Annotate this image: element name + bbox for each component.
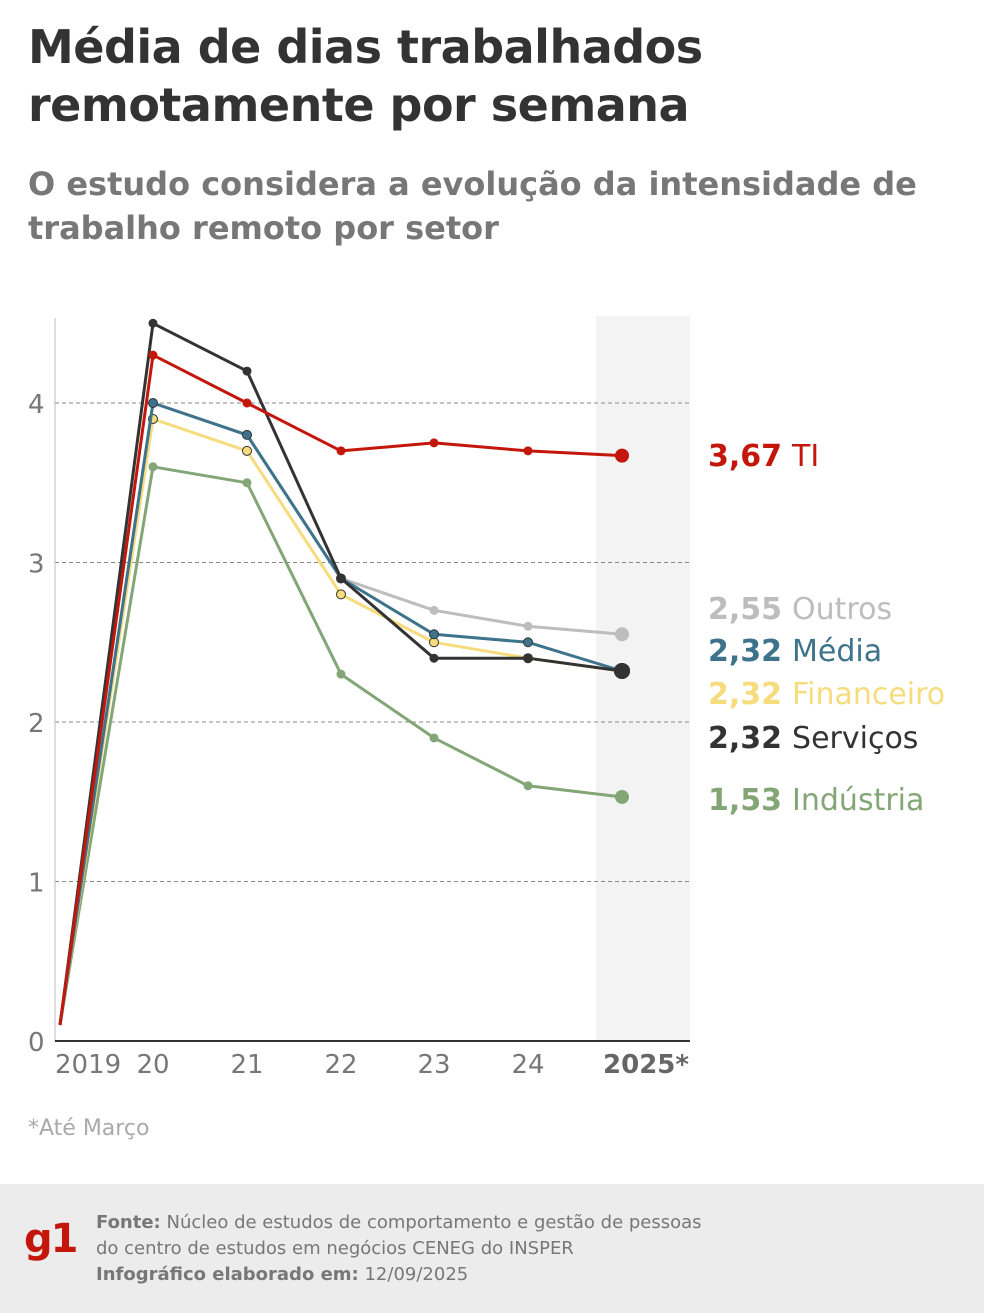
series-line-media bbox=[58, 401, 623, 1026]
data-point-outros bbox=[523, 621, 533, 631]
series-line-industria bbox=[58, 465, 623, 1026]
source-label: Fonte: bbox=[96, 1212, 161, 1233]
g1-logo: g1 bbox=[24, 1216, 78, 1262]
series-value-ti: 3,67 bbox=[708, 439, 782, 474]
series-value-servicos: 2,32 bbox=[708, 721, 782, 756]
data-point-media bbox=[523, 637, 533, 648]
series-name-media: Média bbox=[792, 634, 882, 669]
data-point-servicos bbox=[614, 662, 630, 679]
data-point-ti bbox=[336, 446, 346, 456]
data-point-ti bbox=[523, 446, 533, 456]
data-point-media bbox=[242, 429, 252, 440]
series-value-media: 2,32 bbox=[708, 634, 782, 669]
series-value-financeiro: 2,32 bbox=[708, 677, 782, 712]
y-tick-label: 3 bbox=[28, 550, 45, 580]
series-name-servicos: Serviços bbox=[792, 721, 918, 756]
data-point-servicos bbox=[242, 366, 252, 376]
footnote: *Até Março bbox=[28, 1116, 150, 1141]
series-label-media: 2,32 Média bbox=[708, 634, 882, 669]
x-tick-label: 24 bbox=[511, 1050, 544, 1080]
date-value: 12/09/2025 bbox=[364, 1264, 469, 1285]
x-tick-label: 2025* bbox=[603, 1050, 689, 1080]
data-point-industria bbox=[615, 789, 629, 804]
data-point-industria bbox=[336, 669, 346, 679]
footer: g1 Fonte: Núcleo de estudos de comportam… bbox=[0, 1184, 984, 1313]
x-tick-label: 23 bbox=[417, 1050, 450, 1080]
data-point-outros bbox=[615, 627, 629, 642]
data-point-ti bbox=[429, 438, 439, 448]
series-label-outros: 2,55 Outros bbox=[708, 592, 892, 627]
x-tick-label: 20 bbox=[136, 1050, 169, 1080]
series-value-industria: 1,53 bbox=[708, 783, 782, 818]
date-label: Infográfico elaborado em: bbox=[96, 1264, 359, 1285]
chart-subtitle: O estudo considera a evolução da intensi… bbox=[28, 165, 917, 247]
highlight-band bbox=[596, 316, 690, 1041]
data-point-industria bbox=[148, 462, 158, 472]
data-point-industria bbox=[242, 478, 252, 488]
source-text-line2: do centro de estudos em negócios CENEG d… bbox=[96, 1238, 574, 1259]
series-name-industria: Indústria bbox=[792, 783, 924, 818]
series-label-financeiro: 2,32 Financeiro bbox=[708, 677, 945, 712]
source-text-line1: Núcleo de estudos de comportamento e ges… bbox=[166, 1212, 702, 1233]
data-point-industria bbox=[523, 781, 533, 791]
series-label-industria: 1,53 Indústria bbox=[708, 783, 924, 818]
y-tick-label: 2 bbox=[28, 709, 45, 739]
series-line-outros bbox=[58, 401, 623, 1026]
data-point-media bbox=[429, 629, 439, 640]
x-tick-label: 22 bbox=[324, 1050, 357, 1080]
data-point-ti bbox=[242, 398, 252, 408]
data-point-industria bbox=[429, 733, 439, 743]
data-point-servicos bbox=[429, 653, 439, 663]
data-point-media bbox=[148, 398, 158, 408]
y-tick-label: 0 bbox=[28, 1028, 45, 1058]
data-point-servicos bbox=[148, 318, 158, 328]
data-point-outros bbox=[429, 605, 439, 615]
series-name-outros: Outros bbox=[792, 592, 892, 627]
data-point-ti bbox=[615, 448, 629, 463]
series-label-servicos: 2,32 Serviços bbox=[708, 721, 918, 756]
y-tick-label: 4 bbox=[28, 390, 45, 420]
x-tick-label: 2019 bbox=[55, 1050, 121, 1080]
series-label-ti: 3,67 TI bbox=[708, 439, 819, 474]
x-tick-label: 21 bbox=[230, 1050, 263, 1080]
chart-title: Média de dias trabalhados remotamente po… bbox=[28, 20, 703, 132]
data-point-servicos bbox=[523, 653, 533, 663]
data-point-ti bbox=[148, 350, 158, 360]
y-tick-label: 1 bbox=[28, 869, 45, 899]
series-name-ti: TI bbox=[791, 439, 819, 474]
source-block: Fonte: Núcleo de estudos de comportament… bbox=[96, 1210, 956, 1288]
series-name-financeiro: Financeiro bbox=[792, 677, 945, 712]
data-point-financeiro bbox=[336, 589, 346, 600]
data-point-servicos bbox=[336, 573, 346, 583]
series-value-outros: 2,55 bbox=[708, 592, 782, 627]
data-point-financeiro bbox=[242, 445, 252, 456]
